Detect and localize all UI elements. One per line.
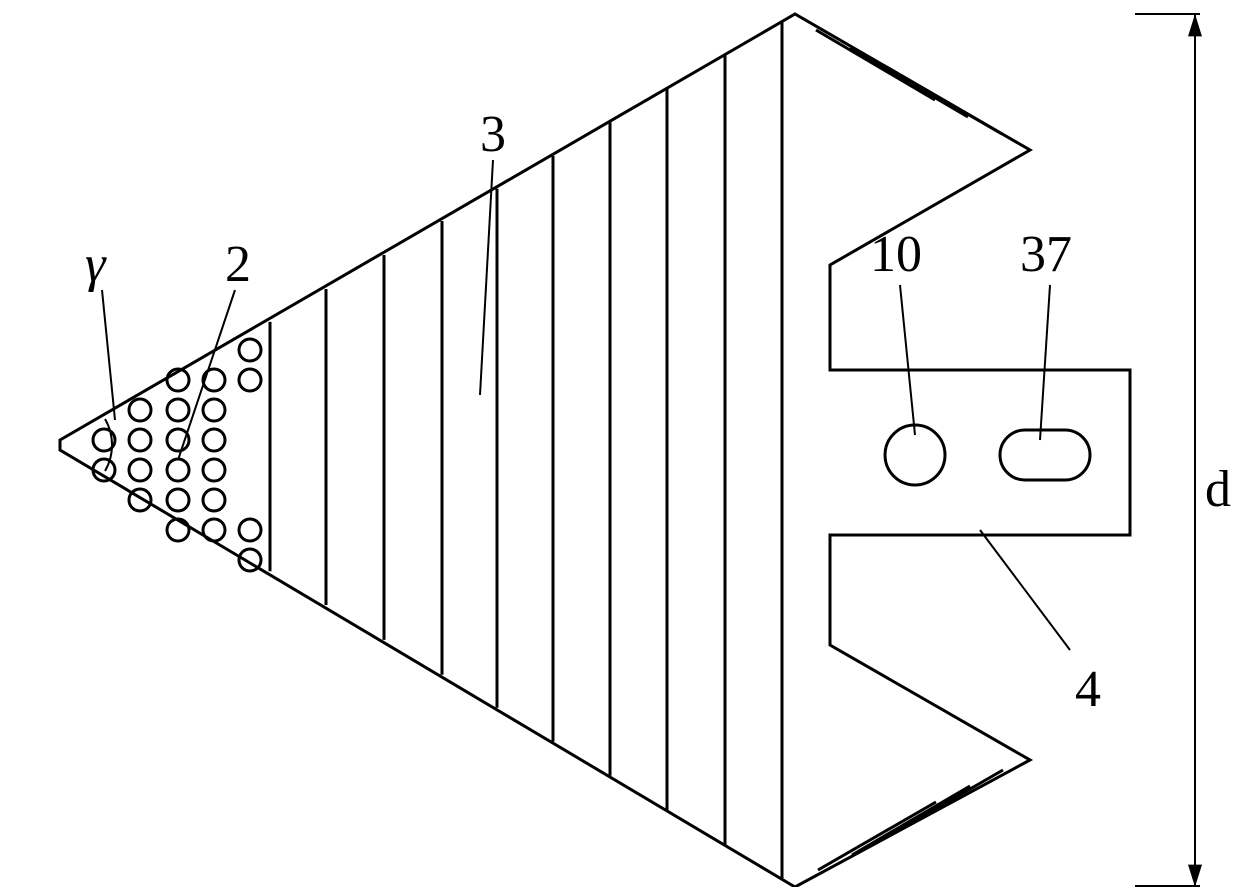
label-d: d: [1205, 460, 1231, 519]
label-37: 37: [1020, 225, 1072, 284]
label-2: 2: [225, 235, 251, 294]
label-gamma: γ: [85, 235, 106, 294]
label-10: 10: [870, 225, 922, 284]
label-3: 3: [480, 105, 506, 164]
label-4: 4: [1075, 660, 1101, 719]
engineering-diagram-svg: [0, 0, 1240, 887]
diagram-container: γ 2 3 10 37 4 d: [0, 0, 1240, 887]
